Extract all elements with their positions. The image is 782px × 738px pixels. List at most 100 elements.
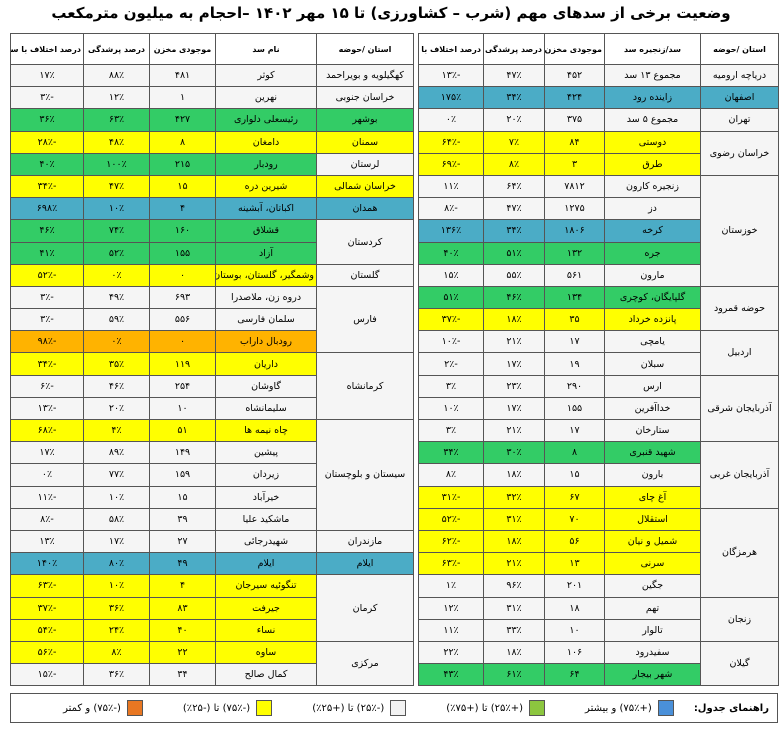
storage: ۱۵۵: [149, 241, 216, 265]
fill-percent: ۳۱٪: [483, 596, 545, 620]
dam-name: ایلام: [215, 552, 317, 576]
fill-percent: ۲۴٪: [83, 618, 150, 642]
storage: ۱۱۹: [149, 352, 216, 376]
legend-swatch: [256, 700, 273, 716]
dam-name: جیرفت: [215, 596, 317, 620]
province: خراسان شمالی: [316, 174, 414, 199]
storage: ۱۶۰: [149, 219, 216, 243]
storage: ۳: [544, 152, 605, 176]
table-row: خراسان جنوبی نهرین ۱ ۱۲٪ -۳٪: [10, 86, 414, 110]
dam-name: خیرآباد: [215, 485, 317, 509]
dam-name: دوستی: [604, 130, 701, 154]
diff-percent: -۱۵٪: [10, 663, 84, 687]
legend-label: (-۲۵٪) تا (+۲۵٪): [312, 702, 385, 714]
table-row: دریاچه ارومیه مجموع ۱۳ سد ۴۵۲ ۴۷٪ -۱۳٪: [418, 63, 779, 88]
province: دریاچه ارومیه: [700, 63, 779, 88]
storage: ۴۹: [149, 552, 216, 576]
province: حوضه قمرود: [700, 285, 779, 332]
legend-label: (+۷۵٪) و بیشتر: [585, 702, 652, 714]
dam-name: آغ چای: [604, 485, 701, 509]
storage: ۴۲۴: [544, 86, 605, 110]
storage: ۴۵۲: [544, 63, 605, 88]
table-row: خوزستان زنجیره کارون ۷۸۱۲ ۶۴٪ ۱۱٪: [418, 174, 779, 287]
dam-name: دروه زن، ملاصدرا: [215, 285, 317, 310]
dam-name: زنجیره کارون: [604, 174, 701, 199]
table-row: سلیمانشاه ۱۰ ۲۰٪ -۱۳٪: [10, 396, 414, 421]
table-row: اردبیل یامچی ۱۷ ۲۱٪ -۱۰٪: [418, 330, 779, 376]
diff-percent: ۱۳۶٪: [418, 219, 484, 243]
table-row: آذربایجان شرقی ارس ۲۹۰ ۲۳٪ ۳٪: [418, 374, 779, 443]
storage: ۱۷: [544, 330, 605, 354]
diff-percent: ۳٪: [418, 418, 484, 443]
province: فارس: [316, 285, 414, 354]
table-row: بوشهر رئیسعلی دلواری ۴۲۷ ۶۳٪ ۳۶٪: [10, 108, 414, 132]
fill-percent: ۷۴٪: [83, 219, 150, 243]
legend-swatch: [126, 700, 143, 716]
diff-percent: -۲٪: [418, 352, 484, 376]
diff-percent: -۵۶٪: [10, 640, 84, 665]
table-row: سرنی ۱۳ ۲۱٪ -۶۳٪: [418, 552, 779, 576]
table-row: کرمانشاه داریان ۱۱۹ ۳۵٪ -۳۴٪: [10, 352, 414, 420]
fill-percent: ۴۶٪: [83, 374, 150, 398]
province: ایلام: [316, 552, 414, 576]
diff-percent: -۸٪: [418, 197, 484, 221]
legend: راهنمای جدول: (+۷۵٪) و بیشتر (+۲۵٪) تا (+۷…: [10, 693, 778, 723]
fill-percent: ۱۸٪: [483, 463, 545, 487]
fill-percent: ۴۷٪: [483, 197, 545, 221]
table-row: سیستان و بلوچستان چاه نیمه ها ۵۱ ۴٪ -۶۸٪: [10, 418, 414, 531]
diff-percent: ۱۳٪: [10, 529, 84, 554]
table-row: اصفهان زاینده رود ۴۲۴ ۳۴٪ ۱۷۵٪: [418, 86, 779, 110]
storage: ۸: [544, 441, 605, 465]
fill-percent: ۸۸٪: [83, 63, 150, 88]
dam-name: پانزده خرداد: [604, 308, 701, 332]
table-row: آغ چای ۶۷ ۳۲٪ -۳۱٪: [418, 485, 779, 509]
province: لرستان: [316, 152, 414, 176]
fill-percent: ۵۵٪: [483, 263, 545, 287]
dam-name: شهر بیجار: [604, 663, 701, 687]
column-header: نام سد: [215, 33, 317, 65]
dam-name: ارس: [604, 374, 701, 398]
dam-name: کمال صالح: [215, 663, 317, 687]
fill-percent: ۹۶٪: [483, 574, 545, 598]
table-row: گیلان سفیدرود ۱۰۶ ۱۸٪ ۲۲٪: [418, 640, 779, 687]
fill-percent: ۱۰٪: [83, 485, 150, 509]
fill-percent: ۱۷٪: [483, 396, 545, 421]
dam-name: شیرین دره: [215, 174, 317, 199]
province: بوشهر: [316, 108, 414, 132]
diff-percent: ۴۶٪: [10, 219, 84, 243]
header-row: استان /حوضه نام سد موجودی مخزن درصد پرشدگی د…: [10, 33, 414, 65]
column-header: موجودی مخزن: [149, 33, 216, 65]
diff-percent: ۴۰٪: [10, 152, 84, 176]
dam-name: شهید قنبری: [604, 441, 701, 465]
table-row: سمنان دامغان ۸ ۴۸٪ -۲۸٪: [10, 130, 414, 154]
storage: ۱۵۵: [544, 396, 605, 421]
storage: ۶۷: [544, 485, 605, 509]
fill-percent: ۲۱٪: [483, 552, 545, 576]
dam-name: وشمگیر، گلستان، بوستان: [215, 263, 317, 287]
legend-item: (+۲۵٪) تا (+۷۵٪): [446, 700, 546, 716]
diff-percent: -۳۷٪: [418, 308, 484, 332]
column-header: استان /حوضه: [700, 33, 779, 65]
dam-name: نهرین: [215, 86, 317, 110]
diff-percent: ۴۱٪: [10, 241, 84, 265]
dam-name: کوثر: [215, 63, 317, 88]
legend-label: (-۷۵٪) تا (-۲۵٪): [182, 702, 251, 714]
diff-percent: ۵۱٪: [418, 285, 484, 310]
storage: ۱۲۷۵: [544, 197, 605, 221]
right-table: استان /حوضه سد/زنجیره سد موجودی مخزن درصد پ…: [418, 33, 779, 687]
dam-name: یامچی: [604, 330, 701, 354]
table-row: خداآفرین ۱۵۵ ۱۷٪ ۱۰٪: [418, 396, 779, 421]
diff-percent: ۱۷٪: [10, 441, 84, 465]
diff-percent: -۵۲٪: [10, 263, 84, 287]
diff-percent: -۱۱٪: [10, 485, 84, 509]
diff-percent: ۱۰٪: [418, 396, 484, 421]
dam-name: جگین: [604, 574, 701, 598]
storage: ۱۴۹: [149, 441, 216, 465]
fill-percent: ۳۵٪: [83, 352, 150, 376]
fill-percent: ۵۱٪: [483, 241, 545, 265]
storage: ۱۸۰۶: [544, 219, 605, 243]
column-header: استان /حوضه: [316, 33, 414, 65]
dam-name: رودبال داراب: [215, 330, 317, 354]
storage: ۱۳۴: [544, 285, 605, 310]
dam-name: رودبار: [215, 152, 317, 176]
